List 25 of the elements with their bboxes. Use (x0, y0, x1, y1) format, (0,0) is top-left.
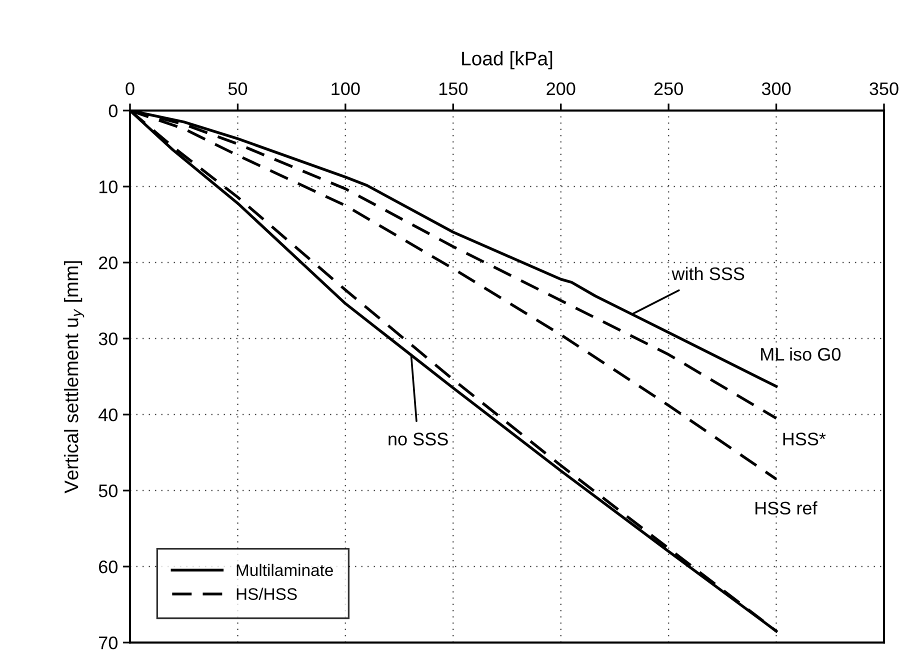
y-tick-label: 60 (99, 560, 118, 574)
x-tick-label: 250 (654, 82, 683, 96)
y-axis-title: Vertical settlement u$_{y}$ [mm] (64, 261, 84, 494)
x-tick-label: 200 (546, 82, 576, 96)
x-tick-label: 300 (762, 82, 791, 96)
y-tick-label: 40 (98, 408, 118, 422)
x-tick-label: 100 (332, 82, 360, 96)
legend-label: Multilaminate (236, 564, 333, 576)
y-tick-label: 0 (108, 104, 118, 118)
annotation: no SSS (388, 432, 448, 446)
x-axis-title: Load [kPa] (462, 51, 552, 70)
y-tick-label: 20 (99, 256, 118, 270)
legend-label: HS/HSS (236, 588, 297, 600)
x-tick-label: 0 (126, 82, 134, 96)
series-label: ML iso G0 (761, 347, 841, 361)
y-tick-label: 30 (98, 332, 118, 346)
y-tick-label: 10 (99, 180, 118, 194)
y-tick-label: 50 (98, 484, 118, 498)
x-tick-label: 50 (228, 82, 248, 96)
annotation: with SSS (672, 266, 744, 280)
series-label: HSS* (783, 432, 826, 446)
x-tick-label: 350 (870, 82, 898, 96)
x-tick-label: 150 (439, 82, 468, 96)
y-tick-label: 70 (99, 636, 118, 650)
series-label: HSS ref (756, 501, 818, 515)
